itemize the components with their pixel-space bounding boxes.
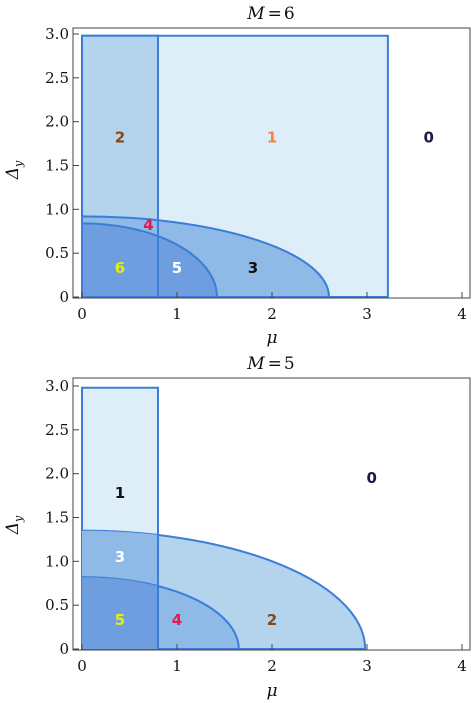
y-tick-label: 1.0 [45, 200, 69, 218]
y-tick-label: 2.5 [45, 421, 69, 439]
y-tick-label: 0.5 [45, 244, 69, 262]
x-tick-label: 1 [172, 657, 182, 675]
region-label-0: 0 [424, 128, 434, 146]
panel-title-m5: M = 5 [246, 354, 295, 374]
panel-title-m6: M = 6 [246, 4, 295, 24]
x-tick-label: 0 [77, 305, 87, 323]
x-axis-label-m6: μ [266, 328, 277, 348]
region-ellipse [81, 222, 218, 298]
region-label-5: 5 [115, 611, 125, 629]
x-tick-label: 3 [362, 305, 372, 323]
region-label-3: 3 [248, 259, 258, 277]
y-axis-label-m5: Δy [3, 515, 25, 535]
x-tick-label: 4 [457, 305, 467, 323]
region-label-4: 4 [172, 611, 182, 629]
x-tick-label: 1 [172, 305, 182, 323]
y-tick-label: 1.5 [45, 508, 69, 526]
region-label-1: 1 [115, 484, 125, 502]
region-label-5: 5 [172, 259, 182, 277]
region-label-6: 6 [115, 259, 125, 277]
y-tick-label: 3.0 [45, 25, 69, 43]
x-tick-label: 4 [457, 657, 467, 675]
region-label-1: 1 [267, 128, 277, 146]
y-tick-label: 3.0 [45, 377, 69, 395]
y-tick-label: 2.0 [45, 465, 69, 483]
ticks-m5: 0 1 2 3 4 0 0.5 1.0 1.5 2.0 2.5 3.0 [45, 377, 467, 675]
y-tick-label: 1.5 [45, 156, 69, 174]
region-label-4: 4 [143, 216, 153, 234]
y-tick-label: 0.5 [45, 596, 69, 614]
region-label-2: 2 [267, 611, 277, 629]
regions-m5 [81, 386, 367, 650]
y-tick-label: 0 [59, 288, 69, 306]
panel-m5: M = 5 0 1 2 3 4 0 0.5 1.0 1.5 2.0 2.5 3.0 1 0 3 5 4 2 μ Δy [3, 354, 471, 701]
y-tick-label: 2.0 [45, 113, 69, 131]
region-label-3: 3 [115, 548, 125, 566]
panel-m6: M = 6 0 1 2 3 4 0 0.5 1.0 1.5 2.0 2.5 3.0 2 1 0 4 6 5 3 μ Δ… [3, 4, 471, 348]
x-axis-label-m5: μ [266, 681, 277, 701]
region-label-0: 0 [367, 469, 377, 487]
y-axis-label-m6: Δy [3, 160, 25, 180]
y-tick-label: 2.5 [45, 69, 69, 87]
y-tick-label: 0 [59, 640, 69, 658]
x-tick-label: 0 [77, 657, 87, 675]
region-label-2: 2 [115, 128, 125, 146]
x-tick-label: 2 [267, 657, 277, 675]
x-tick-label: 2 [267, 305, 277, 323]
region-overlap [82, 577, 158, 649]
region-labels-m6: 2 1 0 4 6 5 3 [115, 128, 434, 277]
x-tick-label: 3 [362, 657, 372, 675]
y-tick-label: 1.0 [45, 552, 69, 570]
regions-m6 [81, 34, 389, 298]
region-labels-m5: 1 0 3 5 4 2 [115, 469, 377, 629]
ticks-m6: 0 1 2 3 4 0 0.5 1.0 1.5 2.0 2.5 3.0 [45, 25, 467, 323]
